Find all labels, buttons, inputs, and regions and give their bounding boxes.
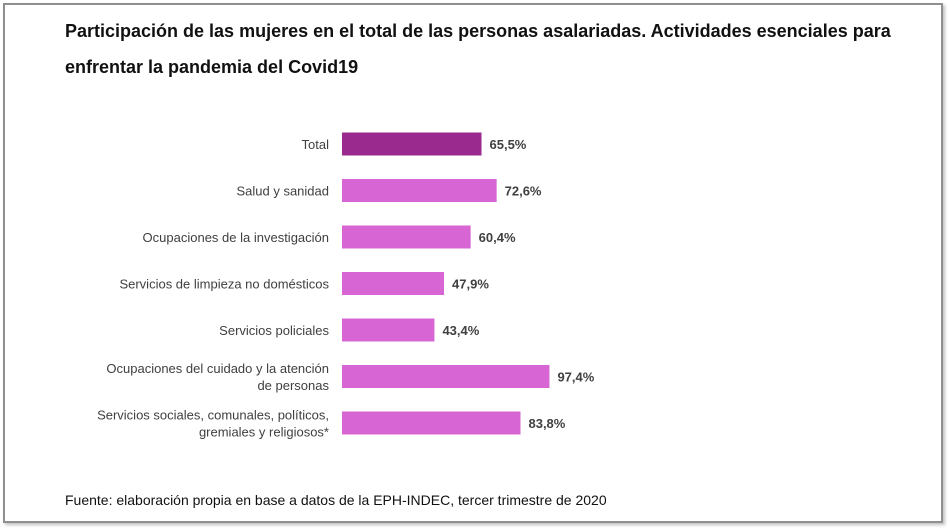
bar-6: [342, 411, 521, 435]
value-label-0: 65,5%: [490, 137, 527, 152]
bar-1: [342, 179, 497, 202]
chart-title: Participación de las mujeres en el total…: [65, 21, 891, 77]
chart-frame: Participación de las mujeres en el total…: [3, 3, 943, 523]
bar-2: [342, 225, 471, 249]
value-label-1: 72,6%: [505, 184, 542, 199]
source-note: Fuente: elaboración propia en base a dat…: [65, 492, 607, 508]
category-label-1: Salud y sanidad: [236, 184, 329, 199]
value-label-5: 97,4%: [557, 370, 594, 385]
category-label-3: Servicios de limpieza no domésticos: [119, 277, 329, 292]
value-label-3: 47,9%: [452, 277, 489, 292]
value-label-4: 43,4%: [442, 323, 479, 338]
value-label-6: 83,8%: [528, 416, 565, 431]
category-label-0: Total: [302, 137, 330, 152]
bar-3: [342, 272, 445, 295]
category-label-5: Ocupaciones del cuidado y la atención de …: [106, 361, 329, 393]
value-label-2: 60,4%: [479, 230, 516, 245]
bar-chart: 65,5% Total 72,6% Salud y sanidad 60,4% Ocupa…: [97, 132, 595, 440]
bar-5: [342, 365, 550, 388]
category-label-4: Servicios policiales: [219, 323, 329, 338]
bar-0: [342, 132, 482, 156]
category-label-6: Servicios sociales, comunales, políticos…: [97, 408, 329, 440]
bar-4: [342, 318, 435, 342]
category-label-2: Ocupaciones de la investigación: [143, 230, 329, 245]
